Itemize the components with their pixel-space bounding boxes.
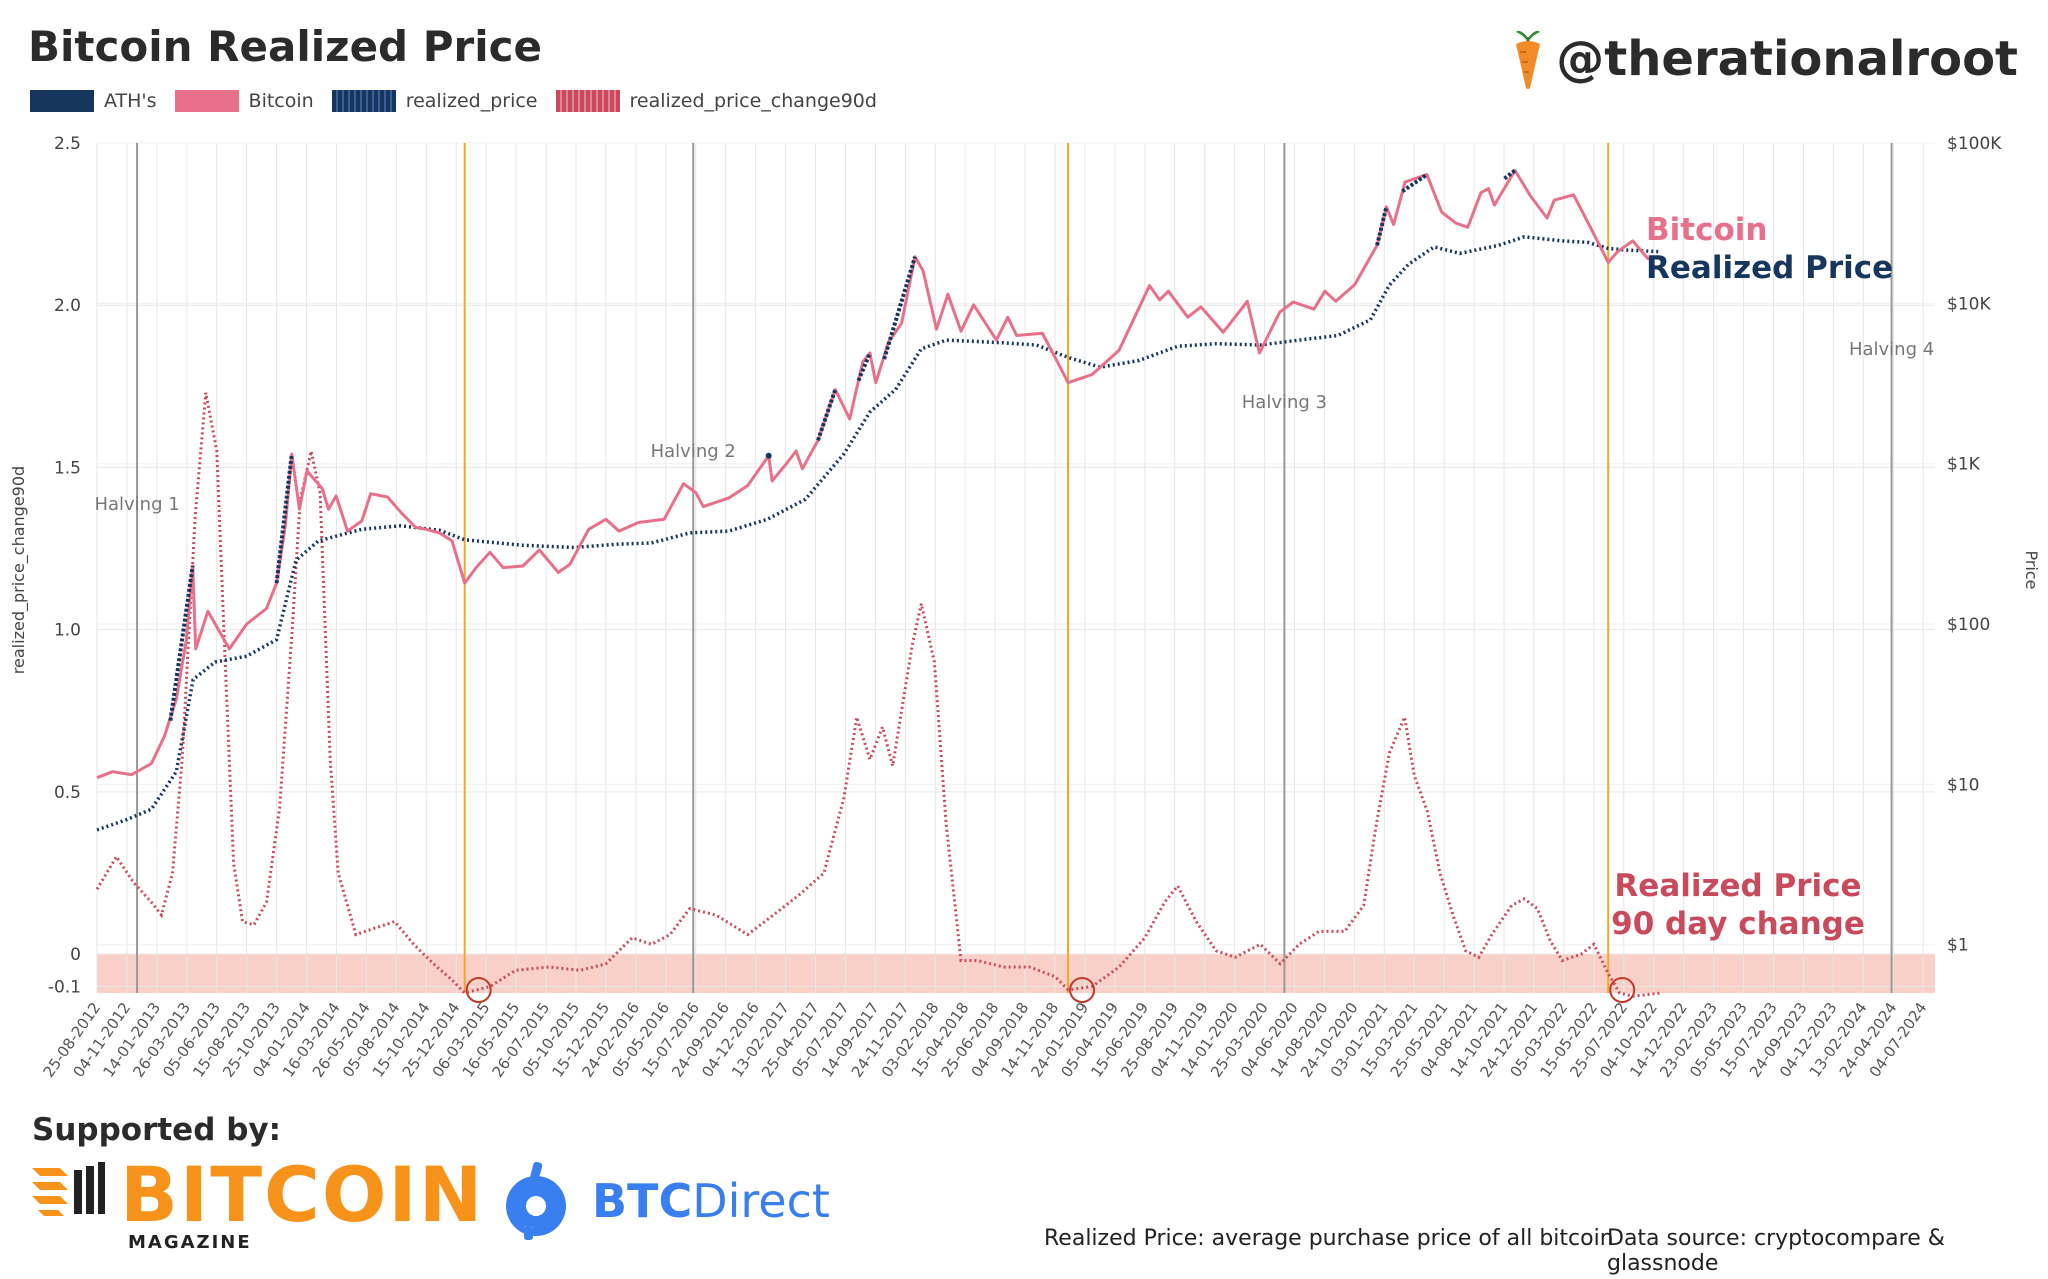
ath-segment	[882, 256, 917, 360]
legend-item-ath[interactable]: ATH's	[30, 90, 157, 112]
series-realized-price	[96, 235, 1661, 832]
legend-swatch-bitcoin	[174, 90, 239, 112]
legend-label-realized-price: realized_price	[405, 90, 538, 112]
negative-zone-band	[97, 954, 1935, 993]
y-left-tick-label: 0	[70, 945, 81, 965]
ath-segment	[1503, 168, 1517, 181]
y-left-tick-label: 0.5	[54, 783, 81, 803]
y-left-tick-label: 2.0	[54, 296, 81, 316]
series-realized-price-change90d	[95, 392, 1661, 998]
author-handle: @therationalroot	[1510, 28, 2018, 90]
y-left-tick-label: 2.5	[54, 134, 81, 154]
y-left-tick-label: 1.5	[54, 458, 81, 478]
bitcoin-magazine-subtitle: MAGAZINE	[128, 1232, 252, 1253]
annotation-bitcoin: Bitcoin	[1646, 212, 1767, 248]
chart-legend: ATH's Bitcoin realized_price realized_pr…	[30, 90, 877, 112]
y-right-tick-label: $1K	[1947, 455, 1981, 475]
btc-direct-logo: BTCDirect	[502, 1160, 830, 1242]
chart-plot: 25-08-201204-11-201214-01-201326-03-2013…	[9, 134, 2041, 1081]
halving-label: Halving 4	[1849, 339, 1934, 360]
cycle-bottom-marker	[465, 977, 492, 1003]
ath-segment	[816, 388, 838, 441]
chart-title: Bitcoin Realized Price	[28, 22, 543, 71]
btc-direct-rest: Direct	[692, 1174, 830, 1228]
author-handle-text: @therationalroot	[1556, 31, 2018, 87]
annotation-rp-change-line1: Realized Price	[1614, 868, 1861, 904]
legend-swatch-rp-change90d	[555, 90, 620, 112]
btc-direct-wordmark: BTCDirect	[592, 1174, 830, 1228]
btc-direct-icon	[506, 1161, 566, 1240]
y-right-axis-title: Price	[2022, 550, 2041, 589]
bitcoin-magazine-icon	[32, 1162, 105, 1216]
data-source-note: Data source: cryptocompare & glassnode	[1607, 1226, 1945, 1276]
y-right-tick-label: $1	[1947, 936, 1969, 956]
legend-item-realized-price[interactable]: realized_price	[331, 90, 538, 112]
bitcoin-magazine-logo: BITCOIN MAGAZINE	[30, 1150, 485, 1253]
y-right-tick-label: $10	[1947, 775, 1979, 795]
legend-label-bitcoin: Bitcoin	[248, 90, 314, 112]
y-left-axis-title: realized_price_change90d	[9, 466, 29, 674]
halving-label: Halving 3	[1242, 392, 1327, 413]
cycle-bottom-marker	[1069, 977, 1096, 1003]
halving-label: Halving 2	[651, 441, 736, 462]
annotation-realized-price: Realized Price	[1646, 250, 1893, 286]
ath-segment	[1375, 206, 1389, 246]
ath-segment	[168, 565, 195, 721]
halving-label: Halving 1	[94, 494, 179, 515]
legend-swatch-ath	[30, 90, 94, 112]
legend-item-bitcoin[interactable]: Bitcoin	[174, 90, 314, 112]
supported-by-label: Supported by:	[32, 1112, 281, 1148]
cycle-bottom-marker	[1609, 977, 1636, 1003]
carrot-icon	[1516, 30, 1541, 89]
legend-swatch-realized-price	[331, 90, 396, 112]
realized-price-note: Realized Price: average purchase price o…	[1044, 1226, 1614, 1251]
legend-item-rp-change90d[interactable]: realized_price_change90d	[555, 90, 877, 112]
y-left-tick-label: -0.1	[48, 978, 81, 998]
annotation-rp-change-line2: 90 day change	[1611, 906, 1865, 942]
legend-label-rp-change90d: realized_price_change90d	[629, 90, 877, 112]
y-right-tick-label: $100K	[1947, 134, 2002, 154]
ath-segment	[274, 453, 294, 584]
y-right-tick-label: $10K	[1947, 294, 1991, 314]
ath-segment	[765, 452, 772, 459]
bitcoin-magazine-wordmark: BITCOIN	[120, 1150, 485, 1239]
series-bitcoin	[96, 168, 1661, 780]
legend-label-ath: ATH's	[104, 90, 157, 112]
y-right-tick-label: $100	[1947, 615, 1990, 635]
y-left-tick-label: 1.0	[54, 621, 81, 641]
btc-direct-bold: BTC	[592, 1174, 693, 1228]
